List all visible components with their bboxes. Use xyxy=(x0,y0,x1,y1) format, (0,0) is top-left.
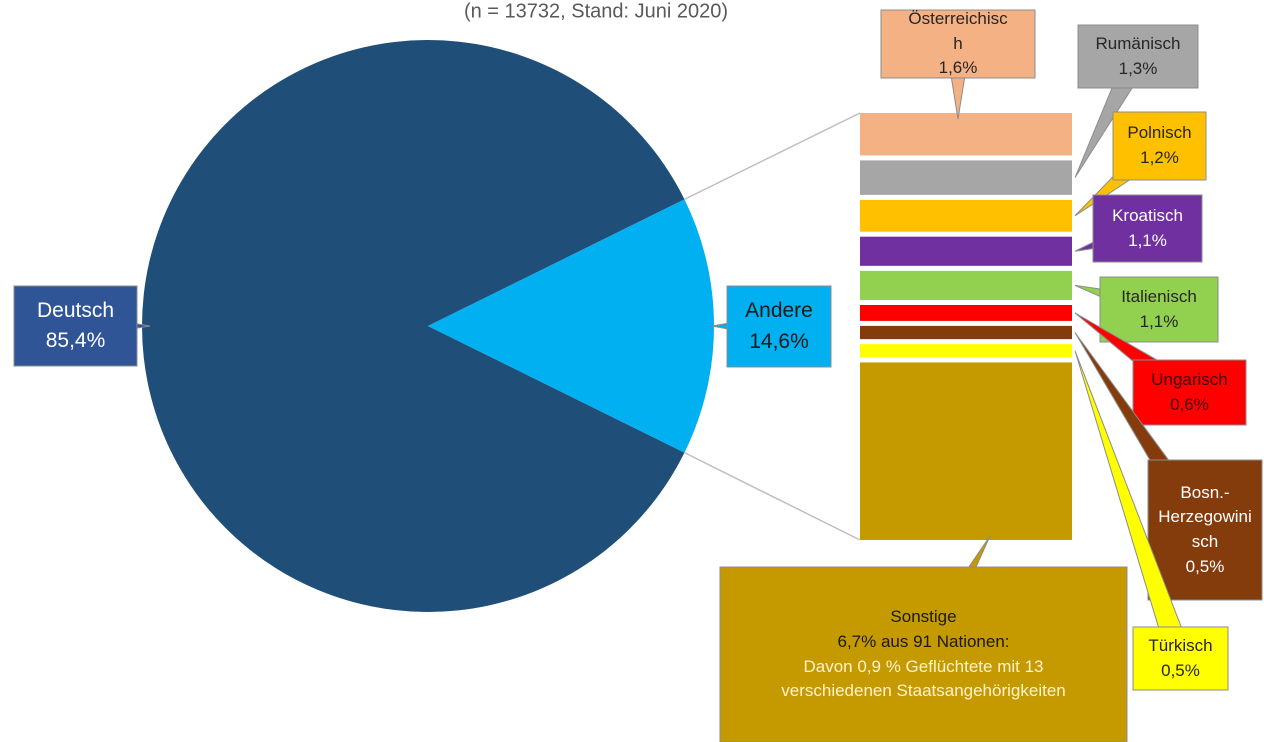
pie-value-label: 14,6% xyxy=(749,329,809,353)
callout-text: Bosn.-Herzegowinisch 0,5% xyxy=(1148,460,1262,600)
callout-label: Polnisch 1,2% xyxy=(1113,112,1206,180)
bar-segment xyxy=(860,270,1072,300)
callout-label: Türkisch 0,5% xyxy=(1133,627,1228,690)
callout-text: Rumänisch 1,3% xyxy=(1078,25,1198,88)
pie-slice xyxy=(428,199,714,453)
callout-box xyxy=(719,566,1128,742)
pie-category-label: Deutsch xyxy=(36,298,115,322)
bar-value-line: 6,7% aus 91 Nationen: xyxy=(837,630,1009,655)
bar-category-label: Italienisch xyxy=(1121,286,1197,306)
chart-subtitle: (n = 13732, Stand: Juni 2020) xyxy=(464,0,728,22)
bar-segment xyxy=(860,199,1072,232)
bar-value-label: 1,2% xyxy=(1140,148,1179,167)
callout-text: Kroatisch 1,1% xyxy=(1093,195,1202,262)
bar-category-label: Sonstige xyxy=(890,607,957,627)
bar-value-line: 1,2% xyxy=(1140,146,1179,171)
callout-box xyxy=(880,9,1036,79)
bar-value-label: 1,3% xyxy=(1118,58,1158,78)
callout-text: Türkisch 0,5% xyxy=(1133,627,1228,690)
bar-value-line: 1,3% xyxy=(1119,57,1158,82)
bar-value-label: 0,5% xyxy=(1185,556,1225,576)
bar-segment xyxy=(860,344,1072,358)
bar-value-line: 0,5% xyxy=(1186,555,1225,580)
bar-value-label: 0,6% xyxy=(1170,394,1209,414)
bar-value-line: 0,5% xyxy=(1161,659,1200,684)
callout-box xyxy=(1112,111,1207,181)
callout-text: Ungarisch 0,6% xyxy=(1133,360,1246,425)
bar-segment xyxy=(860,362,1072,540)
callout-text: Italienisch 1,1% xyxy=(1100,277,1218,342)
connector-line xyxy=(684,451,861,541)
callout-label: Italienisch 1,1% xyxy=(1100,277,1218,342)
bar-value-line: 1,6% xyxy=(939,56,978,78)
callout-text: Polnisch 1,2% xyxy=(1113,112,1206,180)
pie-category-label: Andere xyxy=(745,299,813,323)
pie-value-label: 85,4% xyxy=(45,329,106,352)
callout-text: Andere 14,6% xyxy=(727,286,831,367)
callout-text: Österreichisch 1,6% xyxy=(881,10,1035,78)
annotation: aus 91 Nationen: xyxy=(880,631,1010,651)
bar-value-line: 1,1% xyxy=(1140,310,1179,335)
bar-value-label: 1,6% xyxy=(938,58,978,78)
bar-segment xyxy=(860,304,1072,321)
bar-value-label: 6,7% xyxy=(837,631,877,651)
callout-box xyxy=(1092,194,1203,263)
bar-value-label: 1,1% xyxy=(1139,311,1179,331)
bar-category-label: Kroatisch xyxy=(1112,205,1183,225)
bar-segment xyxy=(860,160,1072,195)
callout-label: Sonstige 6,7% aus 91 Nationen: Davon 0,9 %… xyxy=(720,567,1127,742)
bar-category-label: Österreichisch xyxy=(908,10,1008,53)
bar-value-label: 1,1% xyxy=(1128,230,1167,250)
callout-label: Deutsch 85,4% xyxy=(14,286,137,366)
bar-category-label: Polnisch xyxy=(1127,123,1192,143)
bar-segment xyxy=(860,325,1072,340)
callout-box xyxy=(1147,459,1263,601)
bar-value-label: 0,5% xyxy=(1161,660,1200,680)
callout-label: Ungarisch 0,6% xyxy=(1133,360,1246,425)
bar-category-label: Bosn.-Herzegowinisch xyxy=(1158,482,1252,551)
bar-value-line: 0,6% xyxy=(1170,393,1209,418)
callout-box xyxy=(1132,626,1229,691)
bar-category-label: Rumänisch xyxy=(1095,33,1181,53)
bar-category-label: Türkisch xyxy=(1148,635,1213,655)
callout-label: Österreichisch 1,6% xyxy=(881,10,1035,78)
pie-slice xyxy=(141,40,685,613)
note: Davon 0,9 % Geflüchtete mit 13 verschied… xyxy=(781,656,1066,701)
callout-label: Rumänisch 1,3% xyxy=(1078,25,1198,88)
callout-box xyxy=(1077,24,1199,89)
connector-line xyxy=(684,112,861,201)
bar-segment xyxy=(860,113,1072,156)
callout-box xyxy=(13,285,138,367)
callout-text: Deutsch 85,4% xyxy=(14,286,137,366)
bar-value-line: 1,1% xyxy=(1128,229,1167,254)
bar-segment xyxy=(860,236,1072,266)
callout-box xyxy=(1099,276,1219,343)
bar-category-label: Ungarisch xyxy=(1151,369,1228,389)
callout-box xyxy=(1132,359,1247,426)
callout-box xyxy=(726,285,832,368)
callout-label: Kroatisch 1,1% xyxy=(1093,195,1202,262)
callout-label: Bosn.-Herzegowinisch 0,5% xyxy=(1148,460,1262,600)
callout-label: Andere 14,6% xyxy=(727,286,831,367)
